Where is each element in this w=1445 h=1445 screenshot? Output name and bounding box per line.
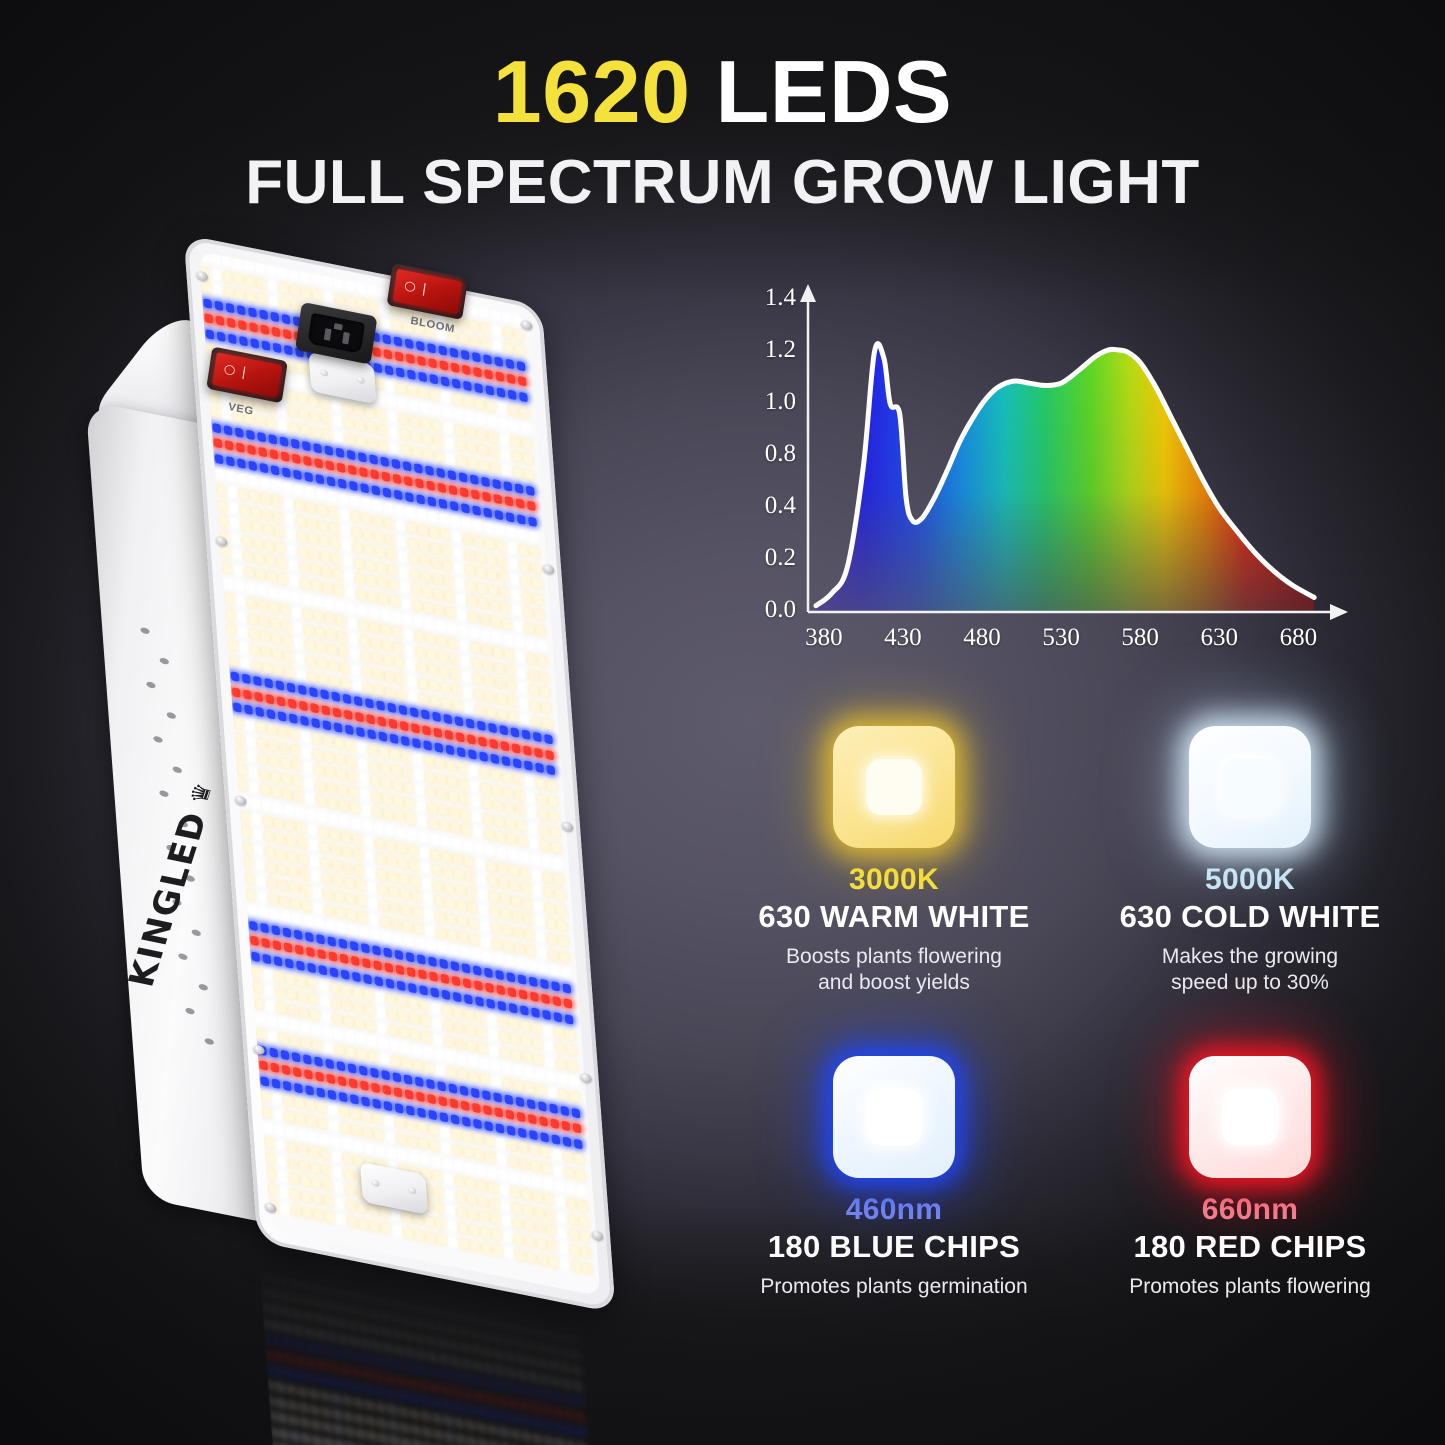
- y-tick-label: 0.2: [764, 544, 796, 571]
- card-desc-blue: Promotes plants germination: [760, 1274, 1028, 1298]
- veg-switch[interactable]: [206, 346, 288, 404]
- card-desc-red: Promotes plants flowering: [1129, 1274, 1371, 1298]
- power-inlet-slot: [307, 312, 365, 354]
- led-chip-cold-white-icon: [1189, 726, 1311, 848]
- led-chip-red-icon: [1189, 1056, 1311, 1178]
- card-blue-chips: 460nm 180 BLUE CHIPS Promotes plants ger…: [716, 1056, 1072, 1386]
- power-inlet: [294, 301, 378, 365]
- card-desc-cold: Makes the growing speed up to 30%: [1161, 944, 1339, 994]
- headline-primary: 1620 LEDS: [0, 48, 1445, 136]
- card-cold-white: 5000K 630 COLD WHITE Makes the growing s…: [1072, 726, 1428, 1056]
- y-tick-label: 0.0: [764, 596, 796, 623]
- led-chip-warm-white-icon: [833, 726, 955, 848]
- grow-light-panel: KINGLED♛ VEG BLOOM: [58, 232, 654, 1445]
- card-spec-warm: 3000K: [849, 863, 939, 896]
- card-desc-warm: Boosts plants flowering and boost yields: [786, 944, 1002, 994]
- card-spec-red: 660nm: [1201, 1193, 1299, 1226]
- spectrum-chart: 1.4 1.2 1.0 0.8 0.4 0.2 0.0 380 430 480 530 580 630…: [752, 282, 1352, 662]
- card-warm-white: 3000K 630 WARM WHITE Boosts plants flowe…: [716, 726, 1072, 1056]
- headline-subtitle: FULL SPECTRUM GROW LIGHT: [245, 148, 1200, 217]
- y-tick-label: 1.0: [764, 388, 796, 415]
- x-tick-label: 480: [963, 624, 1001, 651]
- x-tick-label: 380: [805, 624, 843, 651]
- x-tick-label: 580: [1121, 624, 1159, 651]
- x-tick-label: 430: [884, 624, 922, 651]
- spectrum-chart-svg: [800, 284, 1348, 620]
- y-tick-label: 0.8: [764, 440, 796, 467]
- bloom-switch-cap: [392, 268, 463, 315]
- y-tick-label: 1.4: [764, 284, 796, 311]
- card-spec-blue: 460nm: [845, 1193, 943, 1226]
- led-count-suffix: LEDS: [690, 42, 953, 141]
- veg-switch-label: VEG: [227, 401, 255, 418]
- y-tick-label: 1.2: [764, 336, 796, 363]
- y-tick-label: 0.4: [764, 492, 796, 519]
- crown-icon: ♛: [184, 778, 220, 807]
- bloom-switch-label: BLOOM: [409, 315, 456, 336]
- panel-controls: VEG BLOOM: [200, 262, 540, 444]
- card-title-warm: 630 WARM WHITE: [758, 898, 1030, 934]
- x-tick-label: 630: [1200, 624, 1239, 651]
- card-spec-cold: 5000K: [1205, 863, 1295, 896]
- veg-switch-cap: [212, 352, 283, 398]
- led-chip-blue-icon: [833, 1056, 955, 1178]
- headline-block: 1620 LEDS FULL SPECTRUM GROW LIGHT: [0, 48, 1445, 214]
- card-red-chips: 660nm 180 RED CHIPS Promotes plants flow…: [1072, 1056, 1428, 1386]
- x-tick-label: 530: [1042, 624, 1080, 651]
- card-title-cold: 630 COLD WHITE: [1119, 898, 1381, 934]
- card-title-red: 180 RED CHIPS: [1133, 1228, 1367, 1264]
- led-feature-cards: 3000K 630 WARM WHITE Boosts plants flowe…: [716, 726, 1428, 1386]
- bloom-switch[interactable]: [386, 262, 469, 320]
- card-title-blue: 180 BLUE CHIPS: [767, 1228, 1021, 1264]
- product-image: KINGLED♛ VEG BLOOM: [85, 234, 616, 1445]
- led-count-number: 1620: [492, 42, 691, 141]
- x-tick-label: 680: [1279, 624, 1318, 651]
